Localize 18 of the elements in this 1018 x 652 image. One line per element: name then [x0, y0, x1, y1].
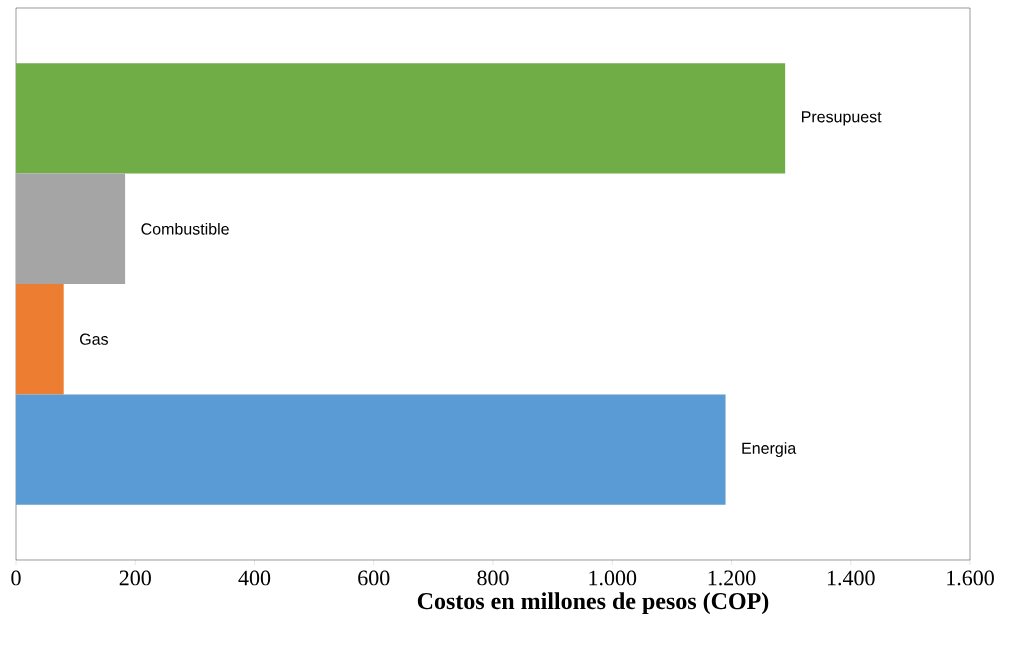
x-tick-label: 1.200	[708, 570, 756, 586]
bar	[16, 173, 126, 284]
x-tick-label: 200	[119, 570, 151, 586]
x-tick-label: 1.600	[947, 570, 994, 586]
x-tick-label: 400	[238, 570, 271, 586]
bar	[16, 63, 786, 174]
x-axis-title: Costos en millones de pesos (COP)	[417, 592, 769, 615]
x-tick-label: 600	[358, 570, 390, 586]
y-tick-label: Gas	[80, 333, 108, 345]
y-tick-label: Energia	[742, 442, 797, 458]
y-tick-label: Presupuest	[802, 111, 882, 126]
x-tick-label: 1.400	[827, 570, 875, 586]
x-tick-label: 1.000	[589, 570, 637, 586]
y-tick-label: Combustible	[141, 222, 229, 235]
bar	[16, 283, 64, 395]
x-tick-label: 800	[477, 570, 509, 586]
bar	[16, 394, 726, 505]
x-tick-label: 0	[11, 570, 21, 586]
